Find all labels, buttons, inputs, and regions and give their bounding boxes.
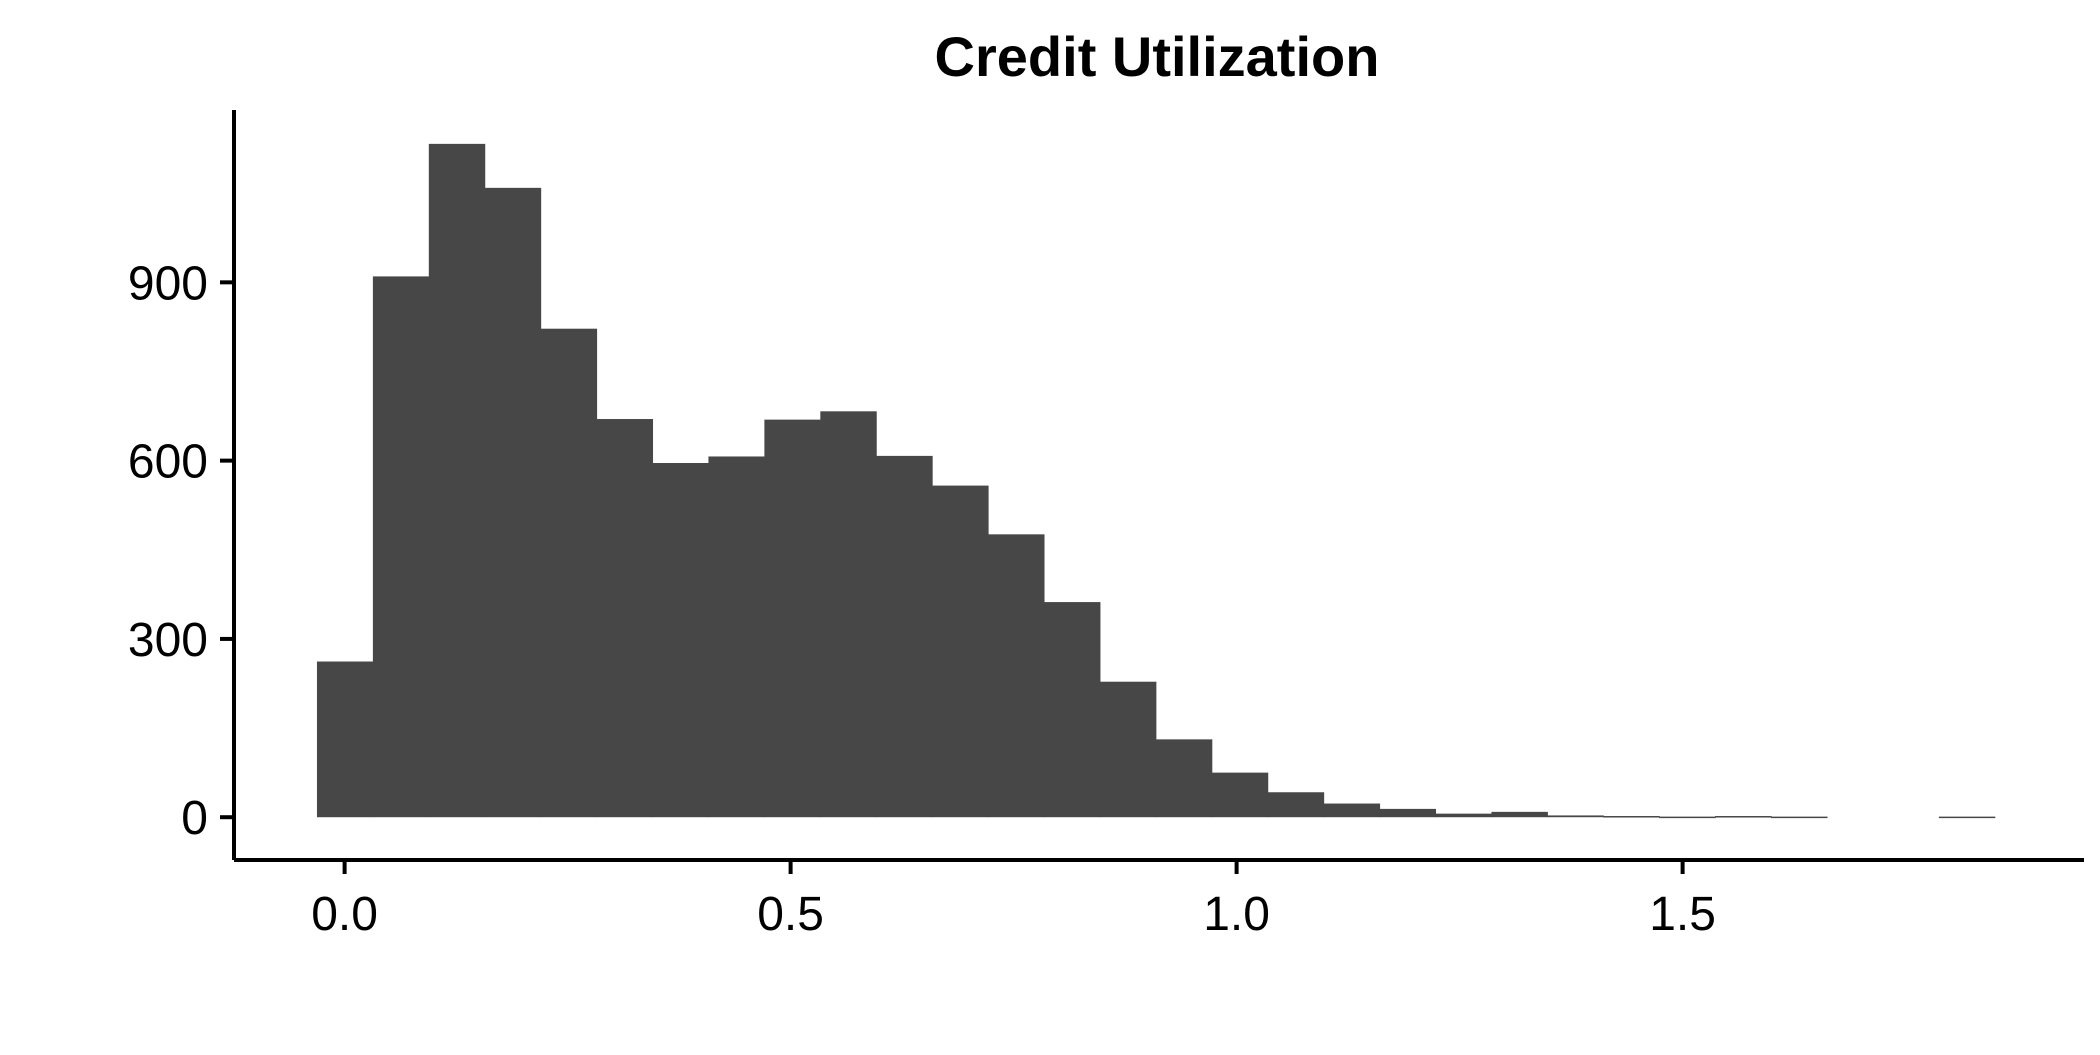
histogram-bar [484, 187, 542, 818]
histogram-bars [316, 143, 1996, 819]
y-tick-label: 600 [128, 436, 208, 489]
histogram-bar [372, 276, 430, 818]
histogram-bar [1771, 816, 1828, 819]
histogram-bar [988, 534, 1045, 818]
histogram-bar [932, 485, 989, 818]
y-tick-label: 900 [128, 257, 208, 310]
histogram-bar [596, 419, 654, 818]
histogram-bar [316, 661, 374, 818]
x-axis: 0.0 0.5 1.0 1.5 [234, 858, 2084, 941]
histogram-bar [1044, 602, 1101, 818]
histogram-bar [820, 411, 877, 818]
histogram-bar [1491, 811, 1548, 818]
histogram-bar [1603, 816, 1660, 818]
histogram-bar [1547, 815, 1604, 818]
x-tick-label: 0.5 [757, 888, 824, 941]
y-axis: 0 300 600 900 [128, 110, 236, 860]
histogram-bar [764, 419, 821, 818]
histogram-bar [1155, 739, 1213, 818]
x-tick-label: 1.5 [1649, 888, 1716, 941]
y-tick-label: 300 [128, 614, 208, 667]
histogram-bar [1379, 808, 1437, 818]
chart-title: Credit Utilization [935, 25, 1380, 88]
x-tick-label: 0.0 [311, 888, 378, 941]
histogram-bar [1938, 816, 1996, 819]
histogram-bar [1099, 681, 1157, 818]
histogram-bar [1323, 803, 1381, 818]
histogram-bar [1715, 816, 1772, 818]
histogram-bar [1267, 792, 1325, 818]
histogram-bar [1659, 816, 1716, 819]
histogram-bar [652, 463, 709, 818]
histogram-bar [1211, 772, 1269, 818]
histogram-bar [1435, 813, 1492, 818]
histogram-bar [428, 143, 486, 818]
histogram-bar [540, 328, 598, 818]
histogram-bar [708, 456, 765, 818]
x-tick-label: 1.0 [1203, 888, 1270, 941]
histogram-bar [876, 455, 933, 818]
y-tick-label: 0 [181, 792, 208, 845]
